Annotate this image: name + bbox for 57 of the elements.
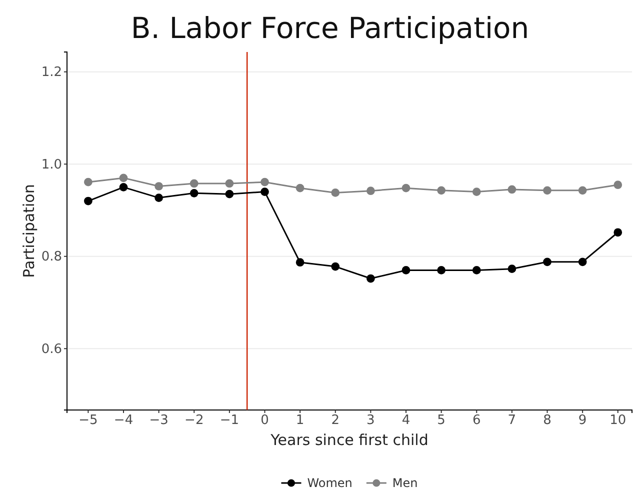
point [508, 264, 516, 274]
x-tick-label: −4 [114, 413, 134, 428]
point [472, 188, 481, 196]
y-tick-label: 1.0 [41, 157, 62, 172]
x-tick-label: 8 [543, 413, 552, 428]
point [578, 258, 587, 266]
x-tick-label: −5 [78, 413, 98, 428]
y-tick-label: 0.8 [41, 250, 62, 265]
x-axis-title: Years since first child [270, 431, 428, 449]
point [508, 185, 516, 194]
point [437, 186, 446, 195]
y-axis-title: Participation [20, 184, 38, 278]
point [260, 188, 269, 196]
x-tick-label: 3 [366, 413, 375, 428]
legend-label: Women [307, 476, 352, 490]
x-tick-label: −3 [149, 413, 168, 428]
point [154, 194, 163, 202]
x-tick-label: 10 [610, 413, 626, 428]
point [402, 184, 410, 192]
point [437, 266, 446, 274]
point [366, 186, 375, 196]
point [190, 188, 198, 198]
point [614, 180, 622, 190]
point [543, 258, 552, 266]
point [472, 266, 481, 274]
point [331, 262, 340, 271]
x-tick-label: 0 [260, 413, 269, 428]
point [84, 196, 92, 206]
point [260, 178, 269, 186]
point [225, 179, 234, 188]
y-tick-label: 1.2 [41, 65, 62, 80]
x-tick-label: 2 [331, 413, 340, 428]
point [543, 186, 552, 195]
y-tick-label: 0.6 [41, 342, 62, 357]
point [119, 182, 128, 192]
point [190, 179, 198, 188]
x-tick-label: −1 [220, 413, 240, 428]
x-tick-label: −2 [184, 413, 204, 428]
chart-title: B. Labor Force Participation [130, 11, 530, 45]
legend-label: Men [392, 476, 418, 490]
x-tick-label: 9 [578, 413, 587, 428]
point [366, 274, 375, 283]
point [296, 258, 304, 267]
point [614, 228, 622, 237]
point [402, 266, 410, 274]
x-tick-label: 7 [508, 413, 516, 428]
x-tick-label: 4 [402, 413, 410, 428]
x-tick-label: 5 [437, 413, 446, 428]
point [296, 184, 304, 192]
point [119, 174, 128, 182]
point [154, 182, 163, 190]
point [84, 178, 92, 186]
x-tick-label: 6 [472, 413, 481, 428]
point [578, 186, 587, 195]
point [225, 190, 234, 198]
x-tick-label: 1 [296, 413, 304, 428]
point [331, 188, 340, 197]
